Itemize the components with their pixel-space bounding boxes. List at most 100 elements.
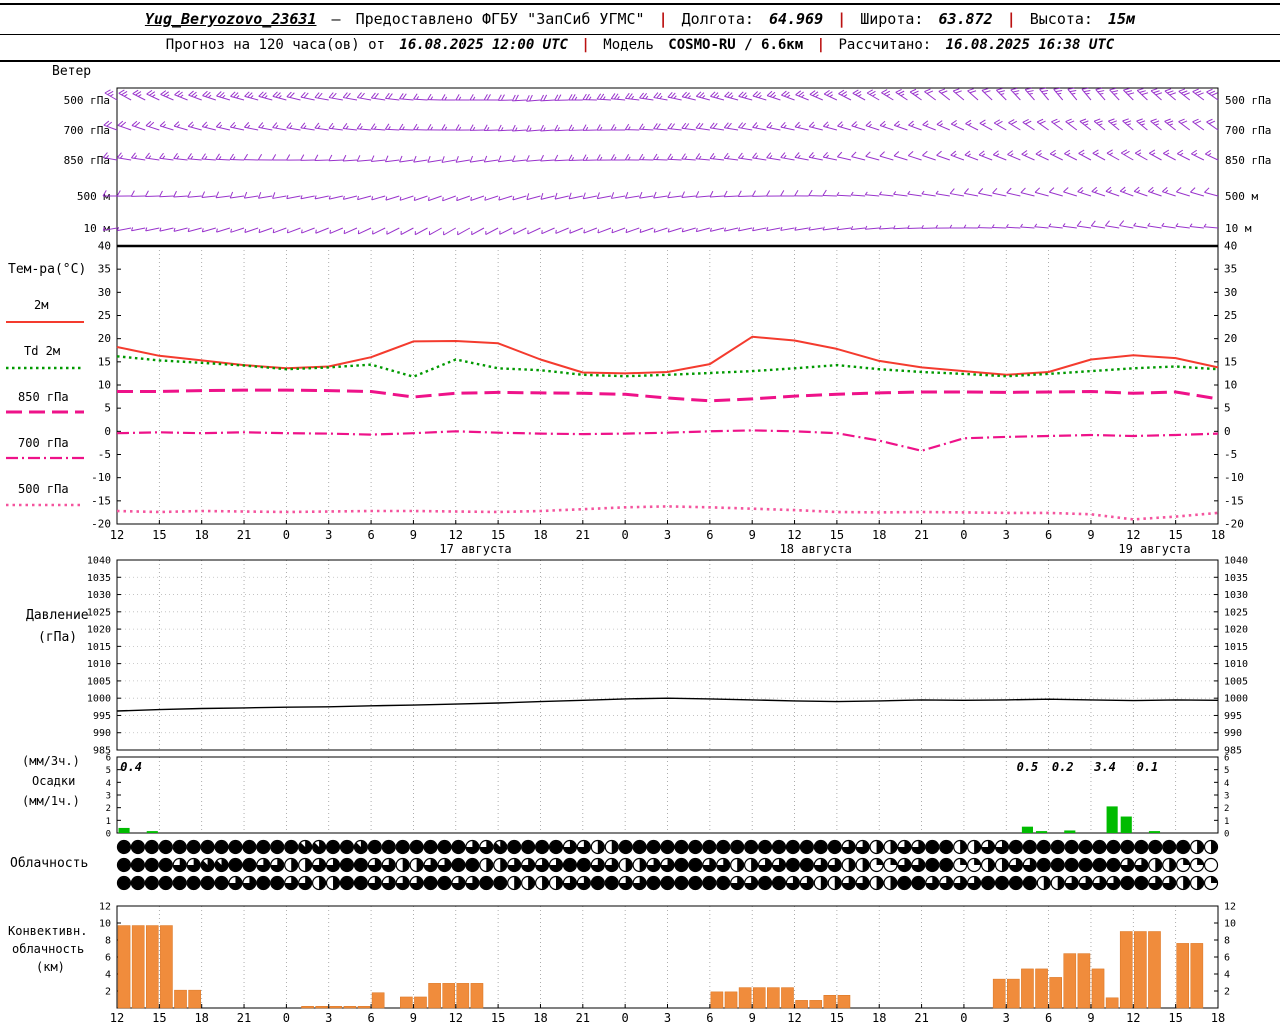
svg-text:25: 25 xyxy=(98,309,111,322)
separator-icon: | xyxy=(658,10,668,28)
svg-text:35: 35 xyxy=(1224,263,1237,276)
svg-text:0: 0 xyxy=(960,1011,967,1024)
svg-text:9: 9 xyxy=(749,528,756,542)
temp-line-1 xyxy=(116,355,1219,378)
svg-text:1025: 1025 xyxy=(1224,607,1248,618)
svg-text:21: 21 xyxy=(576,528,590,542)
svg-text:1020: 1020 xyxy=(87,625,111,636)
precipitation-bars: 0.4 0.5 0.2 3.4 0.1 xyxy=(118,760,1161,833)
altitude-label: Высота: xyxy=(1029,10,1093,28)
legend-label-t500: 500 гПа xyxy=(18,482,69,496)
svg-text:9: 9 xyxy=(410,528,417,542)
svg-text:-10: -10 xyxy=(91,471,111,484)
header-dash: — xyxy=(331,10,341,28)
svg-text:3: 3 xyxy=(325,1011,332,1024)
precip-unit-3h: (мм/3ч.) xyxy=(22,754,80,768)
latitude-value: 63.872 xyxy=(938,10,993,28)
svg-text:1000: 1000 xyxy=(87,694,111,705)
svg-text:995: 995 xyxy=(93,711,111,722)
svg-text:12: 12 xyxy=(787,1011,801,1024)
svg-text:985: 985 xyxy=(93,746,111,757)
svg-text:6: 6 xyxy=(1045,1011,1052,1024)
svg-text:0: 0 xyxy=(106,830,111,840)
svg-text:0: 0 xyxy=(283,1011,290,1024)
svg-text:1025: 1025 xyxy=(87,607,111,618)
svg-text:4: 4 xyxy=(1224,779,1229,789)
svg-text:-20: -20 xyxy=(91,518,111,531)
svg-text:15: 15 xyxy=(1224,355,1237,368)
svg-text:1015: 1015 xyxy=(1224,642,1248,653)
svg-text:1035: 1035 xyxy=(1224,573,1248,584)
svg-text:9: 9 xyxy=(410,1011,417,1024)
svg-text:21: 21 xyxy=(576,1011,590,1024)
station-name: Yug_Beryozovo_23631 xyxy=(144,10,317,28)
svg-text:1030: 1030 xyxy=(1224,590,1248,601)
provider-text: Предоставлено ФГБУ "ЗапСиб УГМС" xyxy=(355,10,645,28)
svg-text:12: 12 xyxy=(110,528,124,542)
svg-text:21: 21 xyxy=(914,1011,928,1024)
svg-text:6: 6 xyxy=(1224,754,1229,764)
cloud-panel-title: Облачность xyxy=(10,856,89,871)
wind-barbs-level-1 xyxy=(103,118,1219,132)
svg-text:15: 15 xyxy=(491,528,505,542)
svg-text:19 августа: 19 августа xyxy=(1118,542,1190,556)
svg-text:17 августа: 17 августа xyxy=(439,542,511,556)
calc-label: Рассчитано: xyxy=(838,37,932,53)
svg-text:15: 15 xyxy=(1168,528,1182,542)
wind-barbs-level-3 xyxy=(102,186,1219,202)
svg-text:25: 25 xyxy=(1224,309,1237,322)
temperature-series xyxy=(6,321,1219,521)
longitude-label: Долгота: xyxy=(681,10,754,28)
svg-text:40: 40 xyxy=(98,240,111,253)
svg-text:10 м: 10 м xyxy=(1225,222,1252,235)
temp-line-2 xyxy=(117,388,1219,403)
pressure-panel-unit: (гПа) xyxy=(38,630,78,645)
svg-text:3: 3 xyxy=(106,792,111,802)
svg-text:15: 15 xyxy=(152,528,166,542)
model-value: COSMO-RU / 6.6км xyxy=(668,37,804,53)
svg-text:12: 12 xyxy=(110,1011,124,1024)
separator-icon: | xyxy=(816,37,826,53)
svg-text:850 гПа: 850 гПа xyxy=(64,154,110,167)
svg-text:500 гПа: 500 гПа xyxy=(64,94,110,107)
svg-text:15: 15 xyxy=(1168,1011,1182,1024)
svg-text:1035: 1035 xyxy=(87,573,111,584)
precip-panel-title: Осадки xyxy=(32,774,76,788)
svg-text:15: 15 xyxy=(98,355,111,368)
svg-text:3: 3 xyxy=(1224,792,1229,802)
svg-text:12: 12 xyxy=(449,1011,463,1024)
svg-text:0.2: 0.2 xyxy=(1052,760,1074,774)
svg-text:30: 30 xyxy=(98,286,111,299)
svg-text:9: 9 xyxy=(749,1011,756,1024)
separator-icon: | xyxy=(581,37,590,53)
svg-text:6: 6 xyxy=(1045,528,1052,542)
svg-text:990: 990 xyxy=(93,728,111,739)
svg-text:1010: 1010 xyxy=(87,659,111,670)
svg-text:0.4: 0.4 xyxy=(120,760,142,774)
svg-text:1: 1 xyxy=(1224,817,1229,827)
svg-text:4: 4 xyxy=(106,779,111,789)
wind-barbs-level-2 xyxy=(102,149,1219,163)
svg-text:700 гПа: 700 гПа xyxy=(1225,124,1271,137)
cloud-row-2 xyxy=(116,875,1219,891)
svg-text:500 м: 500 м xyxy=(1225,190,1258,203)
svg-text:500 м: 500 м xyxy=(77,190,110,203)
svg-text:6: 6 xyxy=(1224,953,1230,964)
svg-text:5: 5 xyxy=(1224,402,1231,415)
svg-text:1040: 1040 xyxy=(87,556,111,567)
svg-text:-15: -15 xyxy=(1224,494,1244,507)
svg-text:4: 4 xyxy=(1224,970,1230,981)
pressure-panel-title: Давление xyxy=(26,608,89,623)
svg-text:18: 18 xyxy=(872,528,886,542)
svg-text:6: 6 xyxy=(367,1011,374,1024)
pressure-line xyxy=(116,697,1219,712)
svg-text:9: 9 xyxy=(1087,1011,1094,1024)
svg-text:1010: 1010 xyxy=(1224,659,1248,670)
legend-label-t2m: 2м xyxy=(34,298,49,312)
svg-text:6: 6 xyxy=(706,1011,713,1024)
svg-text:0: 0 xyxy=(960,528,967,542)
svg-text:20: 20 xyxy=(1224,332,1237,345)
svg-text:10: 10 xyxy=(98,379,111,392)
